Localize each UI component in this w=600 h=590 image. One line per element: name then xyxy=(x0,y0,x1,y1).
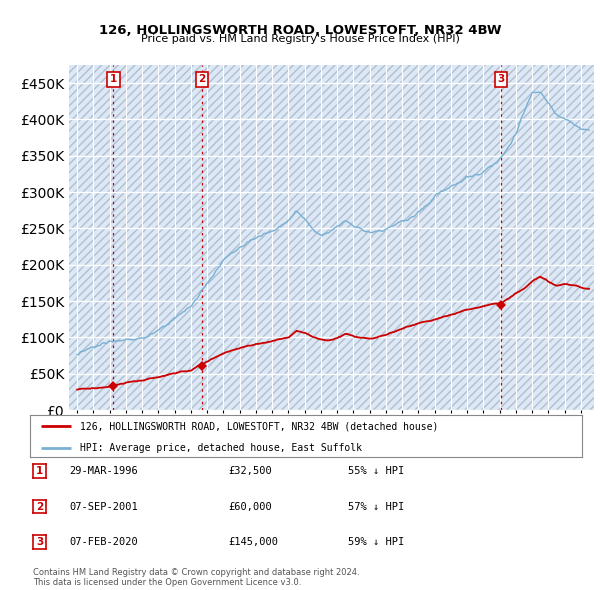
Text: Contains HM Land Registry data © Crown copyright and database right 2024.
This d: Contains HM Land Registry data © Crown c… xyxy=(33,568,359,587)
Text: 57% ↓ HPI: 57% ↓ HPI xyxy=(348,502,404,512)
Text: 2: 2 xyxy=(36,502,43,512)
Text: 126, HOLLINGSWORTH ROAD, LOWESTOFT, NR32 4BW: 126, HOLLINGSWORTH ROAD, LOWESTOFT, NR32… xyxy=(99,24,501,37)
Text: 55% ↓ HPI: 55% ↓ HPI xyxy=(348,467,404,476)
Text: £145,000: £145,000 xyxy=(228,537,278,547)
Text: 2: 2 xyxy=(199,74,206,84)
Text: 3: 3 xyxy=(36,537,43,547)
Text: 07-FEB-2020: 07-FEB-2020 xyxy=(69,537,138,547)
Text: 59% ↓ HPI: 59% ↓ HPI xyxy=(348,537,404,547)
Text: 126, HOLLINGSWORTH ROAD, LOWESTOFT, NR32 4BW (detached house): 126, HOLLINGSWORTH ROAD, LOWESTOFT, NR32… xyxy=(80,421,438,431)
Text: 1: 1 xyxy=(36,466,43,476)
Text: HPI: Average price, detached house, East Suffolk: HPI: Average price, detached house, East… xyxy=(80,443,362,453)
Text: Price paid vs. HM Land Registry's House Price Index (HPI): Price paid vs. HM Land Registry's House … xyxy=(140,34,460,44)
Text: 3: 3 xyxy=(497,74,505,84)
Text: £32,500: £32,500 xyxy=(228,467,272,476)
Text: 1: 1 xyxy=(110,74,117,84)
Text: £60,000: £60,000 xyxy=(228,502,272,512)
Text: 07-SEP-2001: 07-SEP-2001 xyxy=(69,502,138,512)
Text: 29-MAR-1996: 29-MAR-1996 xyxy=(69,467,138,476)
